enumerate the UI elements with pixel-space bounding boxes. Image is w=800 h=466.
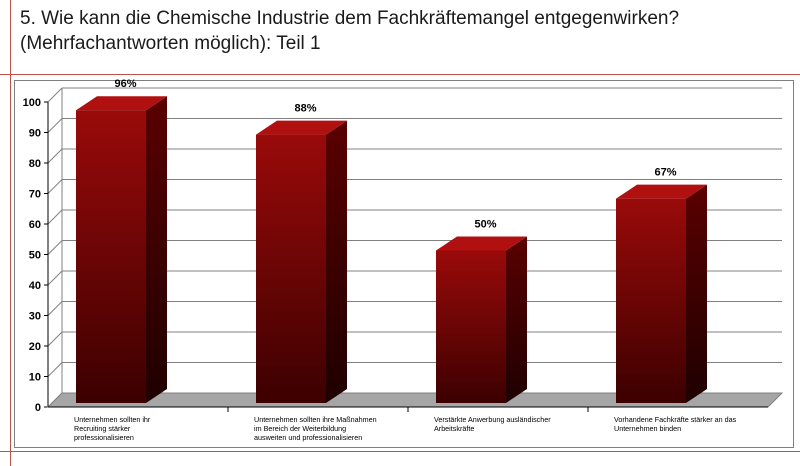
gridline-depth xyxy=(47,87,63,103)
data-label: 96% xyxy=(114,78,136,90)
x-category-label-line: im Bereich der Weiterbildung xyxy=(254,424,347,433)
y-tick-label: 100 xyxy=(23,97,41,109)
gridline-depth xyxy=(47,209,63,225)
x-category-label-line: professionalisieren xyxy=(74,433,134,442)
x-category-label-line: Unternehmen sollten ihr xyxy=(74,415,151,424)
y-tick-label: 80 xyxy=(29,158,41,170)
data-label: 88% xyxy=(294,103,316,115)
bar-top xyxy=(436,236,527,251)
gridline-depth xyxy=(47,362,63,377)
bar-side xyxy=(146,96,167,403)
bar xyxy=(436,250,506,403)
x-category-label: Unternehmen sollten ihre Maßnahmen im Ber… xyxy=(254,415,404,442)
gridline-depth xyxy=(47,240,63,255)
bar-top xyxy=(76,96,167,111)
left-margin-rule xyxy=(10,0,11,466)
bottom-margin-rule xyxy=(0,451,800,452)
gridline-depth xyxy=(47,270,63,286)
y-tick-label: 90 xyxy=(29,128,41,140)
bar-side xyxy=(326,120,347,403)
x-category-label-line: Recruiting stärker xyxy=(74,424,131,433)
y-tick-label: 70 xyxy=(29,189,41,201)
data-label: 50% xyxy=(474,219,496,231)
bar xyxy=(256,134,326,403)
y-tick-label: 20 xyxy=(29,341,41,353)
gridline-depth xyxy=(47,301,63,316)
x-category-label-line: Arbeitskräfte xyxy=(434,424,475,433)
bar xyxy=(76,110,146,403)
gridline-depth xyxy=(47,179,63,194)
page-title: 5. Wie kann die Chemische Industrie dem … xyxy=(20,6,790,56)
bar-top xyxy=(616,184,707,199)
x-category-label-line: Vorhandene Fachkräfte stärker an das xyxy=(614,415,737,424)
x-category-label: Unternehmen sollten ihr Recruiting stärke… xyxy=(74,415,224,442)
gridline-depth xyxy=(47,331,63,347)
title-separator-rule xyxy=(0,74,800,75)
x-category-label-line: ausweiten und professionalisieren xyxy=(254,433,363,442)
x-category-label-line: Unternehmen sollten ihre Maßnahmen xyxy=(254,415,377,424)
title-line-2: (Mehrfachantworten möglich): Teil 1 xyxy=(20,33,321,54)
x-category-label-line: Verstärkte Anwerbung ausländischer xyxy=(434,415,551,424)
gridline-depth xyxy=(47,148,63,164)
y-tick-label: 50 xyxy=(29,250,41,262)
bar-top xyxy=(256,120,347,135)
bar xyxy=(616,198,686,403)
x-category-label: Verstärkte Anwerbung ausländischer Arbeit… xyxy=(434,415,584,433)
y-tick-label: 30 xyxy=(29,311,41,323)
title-line-1: 5. Wie kann die Chemische Industrie dem … xyxy=(20,8,680,29)
y-tick-label: 0 xyxy=(35,402,41,414)
gridline-depth xyxy=(47,118,63,133)
y-tick-label: 40 xyxy=(29,280,41,292)
y-tick-label: 10 xyxy=(29,372,41,384)
bar-side xyxy=(506,236,527,403)
x-category-label-line: Unternehmen binden xyxy=(614,424,682,433)
data-label: 67% xyxy=(654,167,676,179)
bar-side xyxy=(686,184,707,403)
x-category-label: Vorhandene Fachkräfte stärker an das Unte… xyxy=(614,415,764,433)
y-tick-label: 60 xyxy=(29,219,41,231)
